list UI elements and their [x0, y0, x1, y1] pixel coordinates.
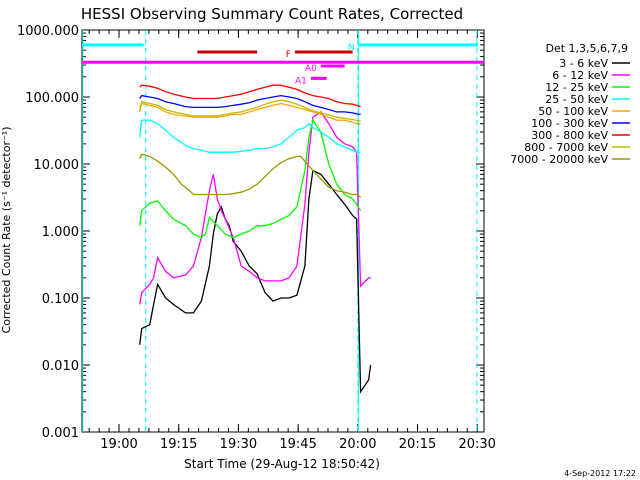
series-line: [139, 102, 361, 125]
legend-title: Det 1,3,5,6,7,9: [545, 42, 628, 55]
chart-title: HESSI Observing Summary Count Rates, Cor…: [81, 5, 463, 23]
plot-area: 0.001 0.010 0.100 1.000 10.000 100.000 1000.00…: [17, 24, 496, 452]
x-tick-label: 19:00: [100, 437, 137, 452]
y-tick-label: 0.100: [42, 292, 79, 307]
footer-timestamp: 4-Sep-2012 17:22: [564, 469, 636, 478]
x-tick-label: 20:15: [399, 437, 436, 452]
legend-entry-label: 7000 - 20000 keV: [510, 153, 608, 166]
legend-entry-label: 12 - 25 keV: [545, 81, 608, 94]
y-axis-label: Corrected Count Rate (s⁻¹ detector⁻¹): [0, 127, 13, 334]
y-tick-label: 10.000: [34, 158, 80, 173]
x-tick-label: 20:30: [458, 437, 495, 452]
series-group: [139, 94, 361, 116]
y-tick-label: 1.000: [42, 225, 79, 240]
status-bar-label: F: [286, 50, 291, 60]
series-group: [139, 118, 362, 239]
x-tick-label: 19:15: [160, 437, 197, 452]
y-tick-label: 1000.000: [17, 24, 79, 39]
status-bar-label: A1: [295, 76, 307, 86]
y-tick-label: 0.010: [42, 359, 79, 374]
plot-frame: [81, 29, 485, 433]
x-tick-label: 20:00: [339, 437, 376, 452]
series-line: [139, 94, 361, 116]
status-bar-label: A0: [305, 64, 317, 74]
series-group: [139, 169, 372, 394]
series-group: [139, 119, 361, 153]
series-group: [139, 99, 361, 122]
series-line: [139, 99, 361, 122]
status-bar-label: N: [348, 43, 355, 53]
series-line: [139, 119, 361, 153]
x-tick-label: 19:45: [279, 437, 316, 452]
series-line: [139, 84, 361, 108]
x-tick-label: 19:30: [220, 437, 257, 452]
legend-entry-label: 3 - 6 keV: [559, 57, 608, 70]
series-group: [139, 84, 361, 108]
legend-entry-label: 100 - 300 keV: [531, 117, 608, 130]
series-group: [139, 153, 361, 198]
series-line: [139, 153, 361, 198]
legend-entry-label: 25 - 50 keV: [545, 93, 608, 106]
x-axis-label: Start Time (29-Aug-12 18:50:42): [184, 457, 380, 471]
y-tick-label: 100.000: [25, 91, 79, 106]
series-line: [139, 169, 372, 394]
series-line: [139, 118, 362, 239]
series-line: [139, 110, 371, 305]
legend-entry-label: 6 - 12 keV: [552, 69, 608, 82]
series-group: [139, 110, 371, 305]
series-group: [139, 102, 361, 125]
legend-entry-label: 50 - 100 keV: [538, 105, 608, 118]
y-tick-label: 0.001: [42, 426, 79, 441]
legend-entry-label: 800 - 7000 keV: [524, 141, 608, 154]
legend-entry-label: 300 - 800 keV: [531, 129, 608, 142]
